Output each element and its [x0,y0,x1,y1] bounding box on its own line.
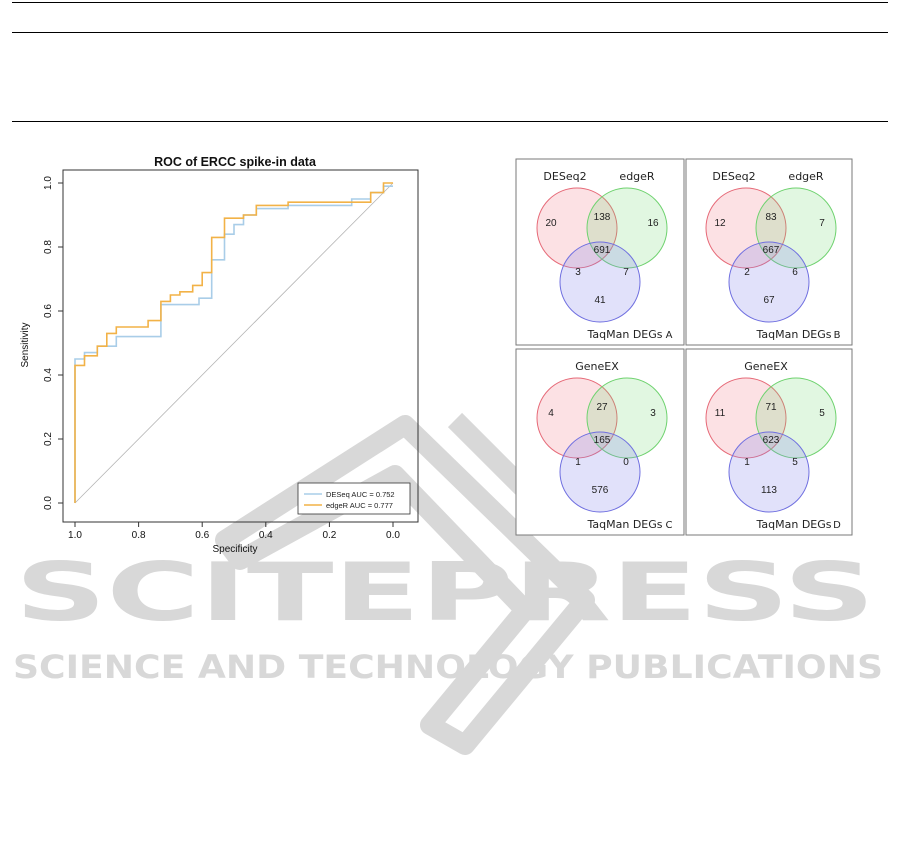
venn-panel-letter: B [834,330,841,341]
roc-xtick-label: 0.8 [132,530,146,541]
legend-label-edger: edgeR AUC = 0.777 [326,501,393,510]
roc-ytick-label: 1.0 [43,176,54,190]
roc-ytick-label: 0.6 [43,304,54,318]
venn-count-13: 1 [575,457,581,468]
table-rule [12,32,888,33]
venn-panel-frame [515,348,685,536]
top-rule [12,2,888,3]
venn-set3-label: TaqMan DEGs [756,328,832,341]
roc-xtick-label: 0.0 [386,530,400,541]
roc-xlabel: Specificity [212,544,257,555]
venn-count-12: 71 [765,402,777,413]
venn-set1-label: DESeq2 [543,170,586,183]
venn-count-only2: 3 [650,408,656,419]
venn-count-only2: 5 [819,408,825,419]
venn-count-only1: 12 [714,218,726,229]
roc-title: ROC of ERCC spike-in data [154,155,317,169]
venn-panel-letter: C [666,520,673,531]
venn-count-12: 138 [594,212,611,223]
venn-circle-set2 [755,187,837,269]
roc-chart: ROC of ERCC spike-in data 1.0 0.8 0.6 0.4 0.… [20,155,419,555]
venn-count-center: 165 [594,435,611,446]
roc-diagonal [74,182,394,504]
venn-count-23: 7 [623,267,629,278]
venn-set3-label: TaqMan DEGs [587,328,663,341]
roc-xtick-label: 0.6 [195,530,209,541]
roc-legend-box [297,482,411,515]
venn-count-23: 6 [792,267,798,278]
venn-count-only3: 576 [592,485,609,496]
venn-set3-label: TaqMan DEGs [587,518,663,531]
venn-circle-taqman [728,431,810,513]
roc-curve-edger [74,182,393,503]
venn-set2-label: edgeR [788,170,824,183]
venn-count-23: 5 [792,457,798,468]
bottom-rule [12,121,888,122]
roc-xtick-label: 1.0 [68,530,82,541]
venn-panel-a: DESeq2 edgeR 20 16 138 691 3 7 41 TaqMan DEGs A [515,158,685,346]
venn-circle-set1 [705,377,787,459]
roc-xtick-label: 0.4 [259,530,273,541]
venn-count-12: 83 [765,212,777,223]
venn-circle-taqman [728,241,810,323]
venn-circle-set1 [536,187,618,269]
venn-panel-d: GeneEX 11 5 71 623 1 5 113 TaqMan DEGs D [685,348,853,536]
venn-panel-letter: A [666,330,673,341]
venn-count-only3: 113 [761,485,777,496]
venn-panel-frame [515,158,685,346]
venn-circle-set2 [755,377,837,459]
roc-ytick-label: 0.4 [43,368,54,382]
venn-circle-set2 [586,377,668,459]
legend-label-deseq: DESeq AUC = 0.752 [326,490,395,499]
roc-ytick-label: 0.2 [43,432,54,446]
venn-count-only2: 16 [647,218,659,229]
watermark-line2: SCIENCE AND TECHNOLOGY PUBLICATIONS [13,648,883,686]
venn-circle-taqman [559,241,641,323]
venn-count-only1: 20 [545,218,557,229]
venn-count-only1: 4 [548,408,554,419]
venn-circle-taqman [559,431,641,513]
venn-set3-label: TaqMan DEGs [756,518,832,531]
roc-axes: 1.0 0.8 0.6 0.4 0.2 0.0 0.0 0.2 0.4 0.6 0.8 1.0 [43,176,400,541]
venn-set1-label: GeneEX [575,360,619,373]
venn-count-only3: 41 [594,295,606,306]
venn-panel-letter: D [833,520,841,531]
venn-count-center: 667 [763,245,780,256]
venn-count-center: 623 [763,435,780,446]
venn-count-12: 27 [596,402,608,413]
venn-count-only1: 11 [715,408,726,419]
venn-count-23: 0 [623,457,629,468]
venn-set1-label: GeneEX [744,360,788,373]
roc-legend: DESeq AUC = 0.752 edgeR AUC = 0.777 [297,482,411,515]
venn-circle-set2 [586,187,668,269]
roc-ytick-label: 0.8 [43,240,54,254]
watermark-line1: SCITEPRESS [15,546,875,639]
roc-xtick-label: 0.2 [322,530,336,541]
roc-ytick-label: 0.0 [43,496,54,510]
venn-count-center: 691 [594,245,611,256]
venn-count-13: 2 [744,267,750,278]
venn-set2-label: edgeR [619,170,655,183]
venn-panel-c: GeneEX 4 3 27 165 1 0 576 TaqMan DEGs C [515,348,685,536]
roc-ylabel: Sensitivity [20,322,31,367]
venn-set1-label: DESeq2 [712,170,755,183]
venn-count-only2: 7 [819,218,825,229]
venn-count-13: 3 [575,267,581,278]
roc-plot-frame [62,169,419,523]
venn-count-only3: 67 [763,295,775,306]
venn-circle-set1 [705,187,787,269]
venn-count-13: 1 [744,457,750,468]
venn-circle-set1 [536,377,618,459]
